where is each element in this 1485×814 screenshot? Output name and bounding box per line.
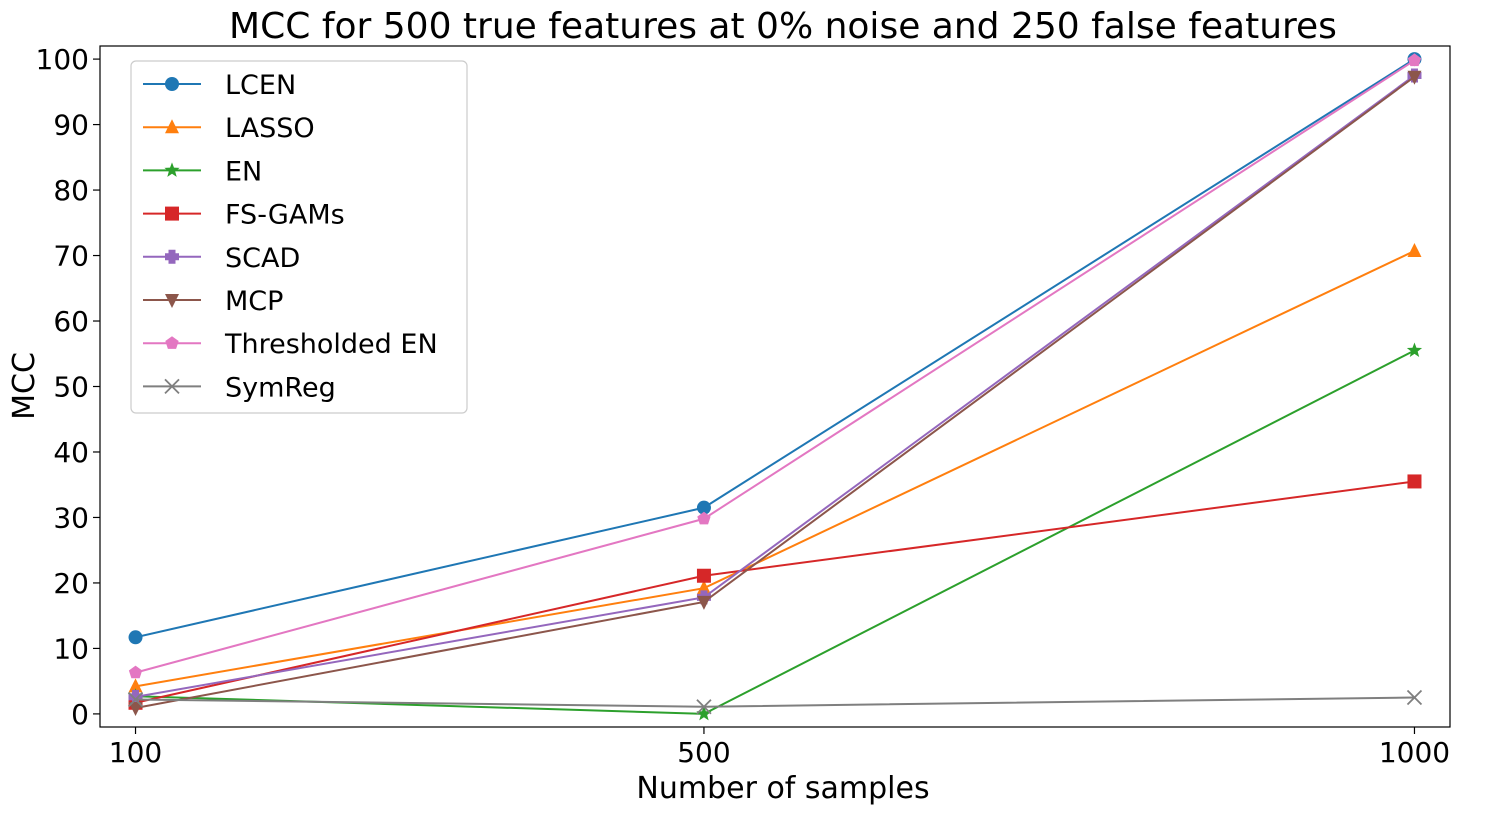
data-point-lcen xyxy=(696,500,711,515)
data-point-mcp xyxy=(128,702,143,717)
legend-label-mcp: MCP xyxy=(225,286,283,317)
series-line-symreg xyxy=(135,696,1415,708)
marker-stroke xyxy=(164,378,180,395)
legend-label-lasso: LASSO xyxy=(225,113,315,144)
data-point-symreg xyxy=(1406,689,1423,706)
y-tick-label: 0 xyxy=(71,698,89,731)
legend-marker-symreg xyxy=(164,378,180,395)
legend: LCEN LASSO EN FS-GAMs SCAD MCP Thresholded EN S… xyxy=(130,60,468,414)
plot-area: 0 10 20 30 40 50 60 70 80 90 100 100 500 1000 xyxy=(36,43,1451,769)
data-point-lcen xyxy=(128,630,143,645)
legend-label-scad: SCAD xyxy=(225,243,300,274)
legend-label-symreg: SymReg xyxy=(225,372,336,403)
legend-marker-lasso xyxy=(165,119,179,134)
legend-marker-en xyxy=(164,162,180,177)
y-tick-label: 40 xyxy=(53,436,89,469)
marker-stroke xyxy=(696,699,712,715)
data-point-symreg xyxy=(696,699,712,715)
y-tick-label: 80 xyxy=(53,174,89,207)
y-tick-label: 20 xyxy=(53,567,89,600)
legend-marker-lcen xyxy=(165,77,179,91)
legend-marker-scad xyxy=(165,249,179,264)
y-tick-label: 70 xyxy=(53,240,89,273)
y-tick-label: 60 xyxy=(53,305,89,338)
legend-label-fs-gams: FS-GAMs xyxy=(225,200,345,231)
legend-label-en: EN xyxy=(225,156,262,187)
data-point-en xyxy=(696,705,712,721)
data-point-thresholded-en xyxy=(128,665,143,679)
legend-marker-mcp xyxy=(165,294,179,308)
y-axis-label: MCC xyxy=(7,352,42,420)
legend-marker-fs-gams xyxy=(165,206,179,221)
legend-label-thresholded-en: Thresholded EN xyxy=(224,329,438,360)
legend-frame xyxy=(130,60,468,414)
legend-label-lcen: LCEN xyxy=(225,70,296,101)
marker-stroke xyxy=(127,691,144,708)
series-line-fs-gams xyxy=(135,480,1415,704)
x-tick-label: 1000 xyxy=(1379,736,1450,769)
y-tick-label: 50 xyxy=(53,371,89,404)
data-point-lasso xyxy=(1407,242,1422,257)
x-tick-label: 500 xyxy=(677,736,730,769)
x-tick-label: 100 xyxy=(109,736,162,769)
data-point-thresholded-en xyxy=(1407,53,1422,67)
chart-title: MCC for 500 true features at 0% noise an… xyxy=(229,6,1337,47)
data-point-fs-gams xyxy=(696,568,711,583)
data-point-fs-gams xyxy=(1407,474,1422,489)
y-tick-label: 90 xyxy=(53,109,89,142)
data-point-mcp xyxy=(696,595,711,610)
data-point-en xyxy=(1406,342,1423,357)
marker-stroke xyxy=(1406,689,1423,706)
data-point-mcp xyxy=(1407,70,1422,85)
data-point-lasso xyxy=(128,678,143,693)
data-point-thresholded-en xyxy=(697,511,711,525)
data-point-symreg xyxy=(127,691,144,708)
x-axis-label: Number of samples xyxy=(636,771,929,806)
legend-marker-thresholded-en xyxy=(165,336,179,349)
y-tick-label: 30 xyxy=(53,501,89,534)
y-tick-label: 100 xyxy=(36,43,89,76)
y-tick-label: 10 xyxy=(53,632,89,665)
